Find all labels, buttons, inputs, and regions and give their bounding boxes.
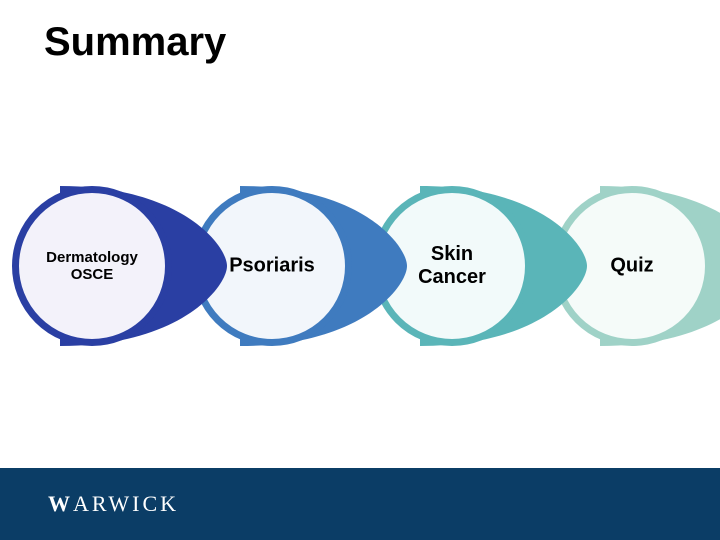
footer-bar: WARWICK [0, 468, 720, 540]
chevron-row: QuizSkinCancerPsoriarisDermatologyOSCE [0, 176, 720, 356]
chevron-item: DermatologyOSCE [12, 176, 242, 356]
chevron-label: DermatologyOSCE [12, 249, 172, 284]
warwick-logo-rest: ARWICK [73, 491, 179, 516]
page-title: Summary [44, 20, 226, 65]
warwick-logo: WARWICK [48, 491, 179, 517]
slide: Summary QuizSkinCancerPsoriarisDermatolo… [0, 0, 720, 540]
warwick-logo-w: W [48, 491, 73, 516]
